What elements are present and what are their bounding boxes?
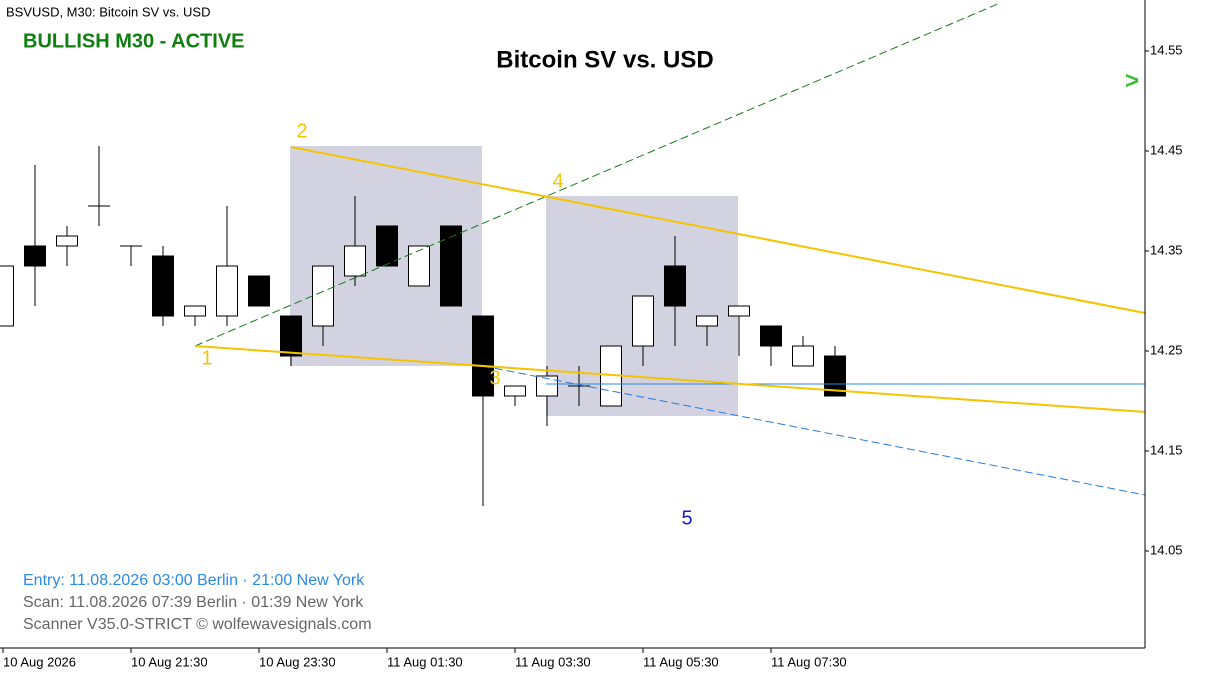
candle-body <box>728 305 750 317</box>
candle-body <box>376 225 398 267</box>
wave-label: 2 <box>296 120 307 142</box>
y-tick-label: 14.15 <box>1150 442 1183 457</box>
chart-header: BSVUSD, M30: Bitcoin SV vs. USD <box>6 4 210 19</box>
overlay-layer: 1 2 3 4 5 > <box>194 2 1146 649</box>
x-tick-label: 10 Aug 2026 <box>3 654 76 669</box>
y-tick-label: 14.45 <box>1150 142 1183 157</box>
candle-body <box>184 305 206 317</box>
wave-line <box>194 345 1146 413</box>
candle-body <box>408 245 430 287</box>
x-tick-label: 10 Aug 21:30 <box>131 654 208 669</box>
candle-body <box>696 315 718 327</box>
candle-body <box>472 315 494 397</box>
candle-body <box>760 325 782 347</box>
candle-body <box>824 355 846 397</box>
candle-body <box>24 245 46 267</box>
signal-status: BULLISH M30 - ACTIVE <box>23 30 245 52</box>
x-tick-label: 11 Aug 03:30 <box>515 654 591 669</box>
candle-body <box>248 275 270 307</box>
candle-body <box>152 255 174 317</box>
target-line <box>194 2 1001 347</box>
candle-body <box>56 235 78 247</box>
candle-body <box>632 295 654 347</box>
y-tick-label: 14.35 <box>1150 242 1183 257</box>
wave-label: 5 <box>681 507 692 529</box>
x-tick-label: 11 Aug 05:30 <box>643 654 719 669</box>
candle-body <box>536 375 558 397</box>
y-tick-label: 14.05 <box>1150 542 1183 557</box>
info-line: Entry: 11.08.2026 03:00 Berlin · 21:00 N… <box>23 572 365 589</box>
signal-arrow: > <box>1125 67 1139 94</box>
x-tick-label: 10 Aug 23:30 <box>259 654 336 669</box>
x-tick-label: 11 Aug 01:30 <box>387 654 463 669</box>
info-line: Scanner V35.0-STRICT © wolfewavesignals.… <box>23 616 372 633</box>
wave-label: 3 <box>489 367 500 389</box>
candle-body <box>216 265 238 317</box>
chart-title: Bitcoin SV vs. USD <box>496 46 713 73</box>
candle-body <box>280 315 302 357</box>
wave-label: 1 <box>201 347 212 369</box>
y-tick-label: 14.55 <box>1150 42 1183 57</box>
wave-label: 4 <box>552 170 563 192</box>
candle-body <box>664 265 686 307</box>
candles <box>0 146 846 506</box>
y-tick-label: 14.25 <box>1150 342 1183 357</box>
axes: 14.05 14.15 14.25 14.35 14.45 14.55 10 Aug 202… <box>2 42 1183 669</box>
wave-line <box>290 146 1146 314</box>
candle-body <box>504 385 526 397</box>
candle-body <box>792 345 814 367</box>
candle-body <box>440 225 462 307</box>
info-line: Scan: 11.08.2026 07:39 Berlin · 01:39 Ne… <box>23 594 364 611</box>
candle-body <box>312 265 334 327</box>
x-tick-label: 11 Aug 07:30 <box>771 654 847 669</box>
candle-body <box>0 265 14 327</box>
candle-body <box>344 245 366 277</box>
projection-line <box>482 365 1146 496</box>
